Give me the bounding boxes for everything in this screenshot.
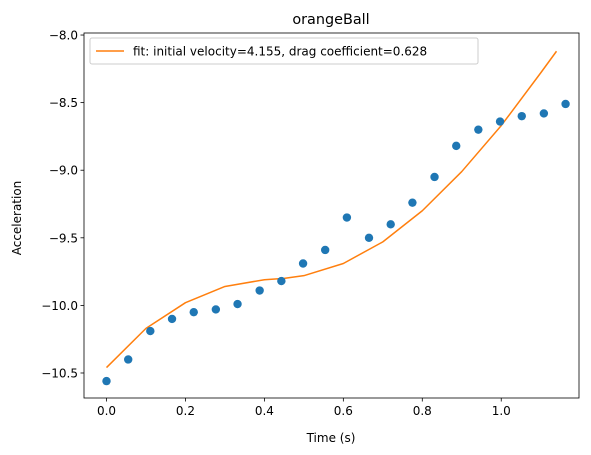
- y-tick-label: −10.0: [41, 299, 78, 313]
- data-point: [474, 125, 483, 134]
- data-point: [342, 213, 352, 222]
- x-tick-label: 0.0: [97, 404, 116, 418]
- data-point: [408, 198, 417, 207]
- data-point: [211, 305, 221, 314]
- legend-box: [89, 37, 479, 65]
- fit-line: [105, 50, 558, 369]
- data-point: [430, 172, 439, 182]
- y-tick-label: −9.5: [49, 231, 78, 245]
- data-point: [277, 276, 286, 286]
- y-axis-label: Acceleration: [10, 181, 24, 256]
- data-point: [320, 245, 330, 255]
- y-tick-label: −8.0: [49, 29, 78, 43]
- data-point: [146, 326, 155, 336]
- x-tick-label: 0.2: [176, 404, 195, 418]
- legend-label: fit: initial velocity=4.155, drag coeffi…: [133, 45, 427, 59]
- x-tick-label: 1.0: [492, 404, 511, 418]
- data-point: [495, 117, 505, 126]
- x-tick-label: 0.4: [255, 404, 274, 418]
- data-point: [124, 355, 133, 364]
- y-tick-label: −9.0: [49, 164, 78, 178]
- x-axis-label: Time (s): [306, 431, 356, 445]
- data-point: [298, 259, 308, 268]
- x-axis: 0.0 0.2 0.4 0.6 0.8 1.0: [97, 398, 511, 418]
- data-point: [386, 220, 395, 229]
- data-point: [189, 307, 198, 317]
- data-point: [539, 109, 549, 118]
- chart-title: orangeBall: [292, 12, 369, 28]
- plot-area: [102, 50, 570, 386]
- data-point: [255, 286, 264, 295]
- data-point: [233, 299, 242, 309]
- data-point: [364, 233, 374, 243]
- data-point: [517, 111, 526, 121]
- x-tick-label: 0.6: [334, 404, 353, 418]
- data-point: [167, 314, 177, 324]
- data-point: [561, 99, 570, 109]
- axes-frame: [83, 32, 580, 399]
- x-tick-label: 0.8: [413, 404, 432, 418]
- y-tick-label: −10.5: [41, 366, 78, 380]
- legend: fit: initial velocity=4.155, drag coeffi…: [89, 37, 479, 65]
- data-point: [452, 141, 461, 151]
- data-point: [102, 376, 111, 386]
- y-tick-label: −8.5: [49, 96, 78, 110]
- y-axis: −10.5 −10.0 −9.5 −9.0 −8.5 −8.0: [41, 29, 84, 380]
